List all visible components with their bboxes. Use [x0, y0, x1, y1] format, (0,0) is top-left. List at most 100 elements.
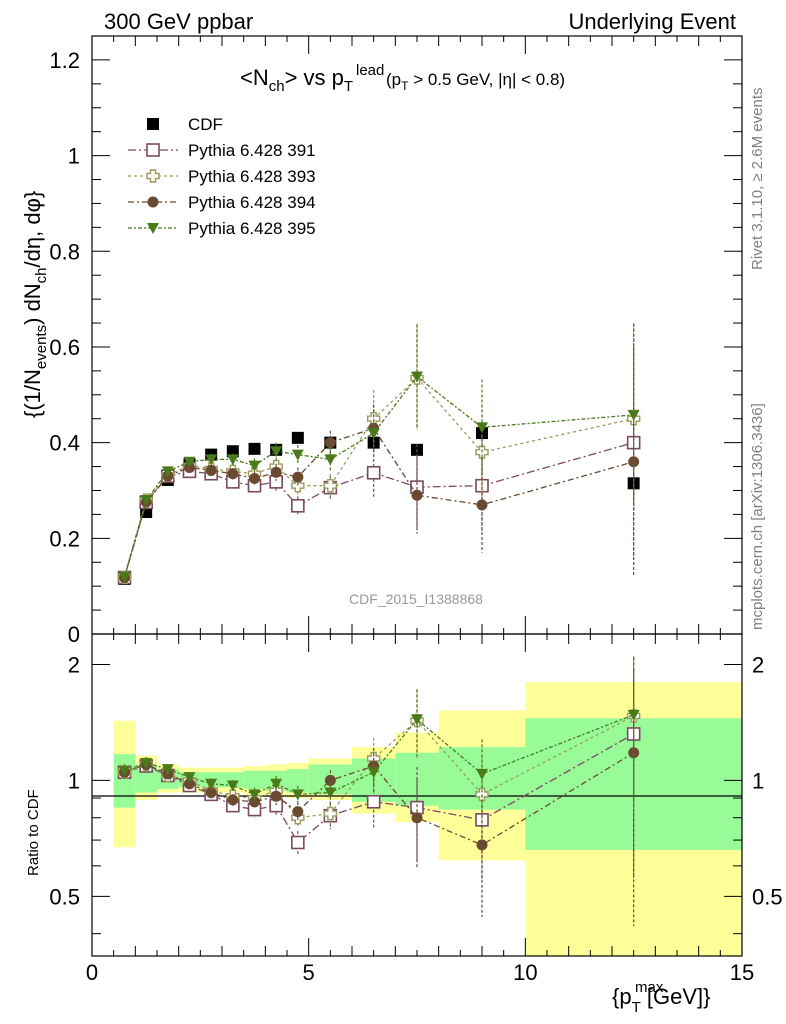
title-t: T	[344, 78, 353, 95]
x-tick-label: 0	[86, 960, 98, 985]
y-axis-label: {(1/Nevents) dNch/dη, dφ}	[20, 191, 50, 418]
series-4-ratio-point	[226, 780, 239, 792]
series-2-line	[123, 377, 634, 578]
series-1-ratio-point	[291, 835, 305, 850]
series-4-ratio-point	[270, 778, 283, 790]
x-tick-label: 10	[513, 960, 537, 985]
band-inner	[287, 769, 309, 793]
x-axis-label: {pT [GeV]}	[612, 984, 710, 1016]
series-3-ratio-point	[411, 812, 423, 824]
series-4-ratio-point	[118, 765, 131, 777]
title-cut: (p	[386, 70, 401, 89]
series-1-line	[123, 442, 634, 578]
legend-marker	[147, 223, 159, 234]
y-tick-label: 0.8	[49, 239, 80, 264]
ratio-tick-label-left: 2	[68, 652, 80, 677]
watermark: CDF_2015_I1388868	[349, 591, 483, 607]
series-3-point	[476, 499, 488, 511]
axis-ticks	[91, 35, 743, 956]
svg-text:(pT > 0.5 GeV, |η| < 0.8): (pT > 0.5 GeV, |η| < 0.8)	[386, 70, 565, 93]
series-4-point	[140, 495, 153, 507]
x-axis-label-sup: max	[635, 979, 664, 996]
series-0-point	[248, 442, 261, 455]
legend-label: Pythia 6.428 394	[188, 193, 316, 212]
series-2-point	[291, 478, 305, 493]
series-3-ratio-line	[124, 752, 635, 846]
series-4-point	[226, 454, 239, 466]
series-4-ratio-point	[627, 709, 640, 721]
series-4-ratio-point	[291, 789, 304, 801]
title-cut-t: T	[401, 79, 409, 93]
legend-label: Pythia 6.428 395	[188, 219, 316, 238]
series-4-ratio-line	[124, 714, 634, 796]
series-4-ratio-point	[183, 772, 196, 784]
series-4-ratio-point	[324, 787, 337, 799]
ratio-tick-label-right: 1	[752, 768, 764, 793]
series-3-ratio-point	[249, 796, 260, 808]
series-3-line	[123, 427, 634, 578]
ratio-tick-label-right: 2	[752, 652, 764, 677]
series-4-point	[161, 466, 174, 478]
y-tick-label: 0.2	[49, 526, 80, 551]
legend-marker	[147, 118, 159, 130]
x-tick-label: 15	[730, 960, 754, 985]
mcplots-label: mcplots.cern.ch [arXiv:1306.3436]	[749, 403, 766, 630]
title-n: <N	[240, 65, 269, 90]
series-4-point	[270, 446, 283, 458]
series-4-point	[183, 456, 196, 468]
series-4-ratio-point	[140, 757, 153, 769]
series-0-point	[291, 431, 304, 444]
svg-text:<Nch> vs pT: <Nch> vs pT	[240, 65, 353, 95]
series-4-point	[367, 428, 380, 440]
series-1-ratio-point	[366, 794, 381, 809]
legend-marker	[146, 169, 160, 183]
series-3-point	[292, 471, 304, 483]
series-1-point	[366, 465, 381, 480]
series-4-ratio-point	[161, 764, 174, 776]
series-3-point	[227, 468, 239, 480]
series-3-point	[205, 464, 217, 476]
x-tick-label: 5	[303, 960, 315, 985]
band-inner	[222, 772, 244, 788]
main-series-layer	[117, 323, 641, 585]
y-tick-label: 0	[68, 622, 80, 647]
series-3-ratio-point	[270, 790, 282, 802]
title-lead: lead	[356, 62, 384, 79]
y-tick-label: 1.2	[49, 48, 80, 73]
title-cut-rest: > 0.5 GeV, |η| < 0.8)	[408, 70, 565, 89]
series-2-ratio-point	[475, 787, 489, 802]
ratio-tick-label-left: 0.5	[49, 884, 80, 909]
y-tick-label: 0.6	[49, 335, 80, 360]
ratio-tick-label-left: 1	[68, 768, 80, 793]
series-3-ratio-point	[292, 806, 304, 818]
header-left: 300 GeV ppbar	[104, 9, 253, 34]
series-2-point	[323, 478, 338, 493]
series-3-point	[411, 489, 423, 501]
series-4-point	[248, 460, 261, 472]
ratio-tick-label-right: 0.5	[752, 884, 783, 909]
band-inner	[243, 770, 266, 789]
series-1-point	[291, 498, 305, 513]
ratio-series-layer	[117, 655, 641, 927]
legend: CDF Pythia 6.428 391 Pythia 6.428 393 Pythi…	[128, 115, 316, 238]
series-4-point	[291, 449, 304, 461]
series-3-ratio-point	[324, 774, 336, 786]
series-4-point	[476, 422, 488, 434]
series-3-point	[270, 466, 282, 478]
series-4-point	[411, 371, 423, 383]
series-3-ratio-point	[227, 794, 239, 806]
title-ch: ch	[269, 78, 285, 95]
series-4-ratio-point	[367, 767, 380, 779]
series-3-ratio-point	[205, 787, 217, 799]
series-4-point	[205, 454, 218, 466]
y-tick-label: 1	[68, 144, 80, 169]
series-3-ratio-point	[476, 839, 488, 851]
series-3-point	[249, 473, 260, 485]
series-4-point	[627, 409, 640, 421]
ratio-uncertainty-bands	[113, 682, 742, 956]
band-inner	[113, 754, 136, 808]
series-4-point	[324, 454, 337, 466]
series-4-ratio-point	[411, 714, 423, 726]
legend-marker	[147, 196, 159, 208]
